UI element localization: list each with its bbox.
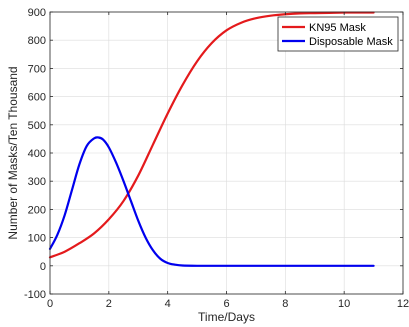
x-tick-label: 2	[106, 298, 112, 310]
y-tick-label: -100	[24, 289, 46, 301]
legend-box	[277, 16, 399, 52]
x-tick-label: 6	[223, 298, 229, 310]
series-group	[48, 11, 375, 267]
series-line-disposable-mask	[48, 136, 375, 267]
x-tick-label: 0	[47, 298, 53, 310]
x-tick-label: 8	[282, 298, 288, 310]
x-axis-label: Time/Days	[198, 310, 255, 324]
legend: KN95 Mask Disposable Mask	[277, 16, 399, 52]
y-tick-label: 200	[28, 204, 46, 216]
y-axis-label: Number of Masks/Ten Thousand	[6, 66, 20, 239]
y-tick-label: 0	[40, 261, 46, 273]
x-tick-label: 10	[338, 298, 350, 310]
y-tick-label: 800	[28, 35, 46, 47]
legend-label: KN95 Mask	[309, 22, 366, 34]
series-line-kn95-mask	[48, 11, 375, 259]
y-tick-label: 100	[28, 233, 46, 245]
x-tick-label: 4	[165, 298, 171, 310]
ticks: 0 2 4 6 8 10 12-100010020030040050060070080090…	[24, 7, 409, 310]
y-tick-label: 500	[28, 120, 46, 132]
y-tick-label: 900	[28, 7, 46, 19]
x-tick-label: 12	[397, 298, 409, 310]
y-tick-label: 700	[28, 63, 46, 75]
legend-label: Disposable Mask	[309, 36, 393, 48]
y-tick-label: 600	[28, 92, 46, 104]
y-tick-label: 300	[28, 176, 46, 188]
y-tick-label: 400	[28, 148, 46, 160]
